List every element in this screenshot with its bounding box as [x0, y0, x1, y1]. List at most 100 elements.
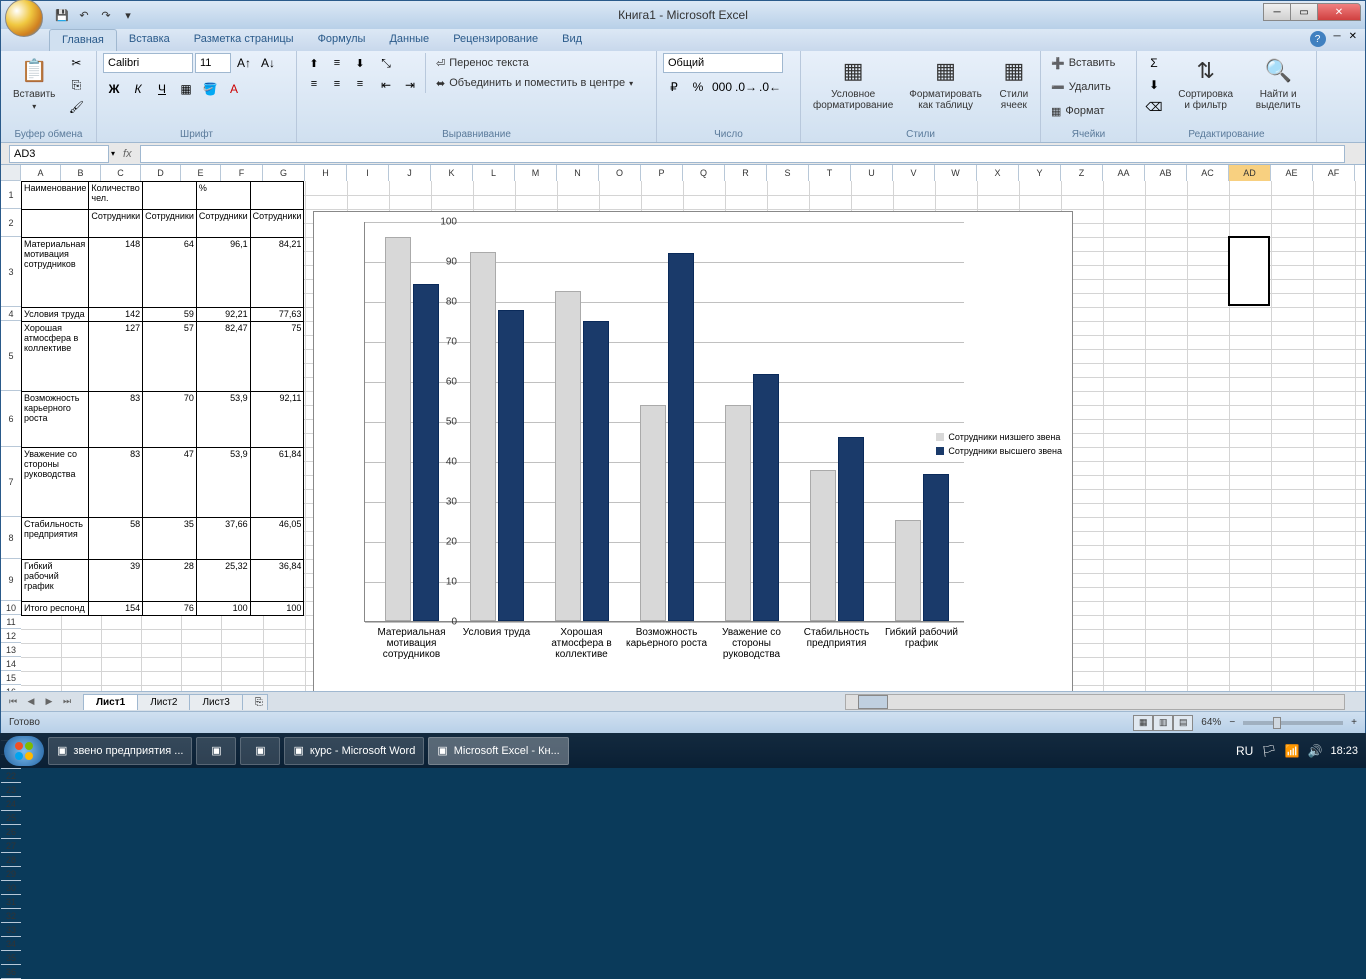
column-header[interactable]: K: [431, 165, 473, 181]
column-header[interactable]: C: [101, 165, 141, 181]
column-header[interactable]: AE: [1271, 165, 1313, 181]
conditional-formatting-button[interactable]: ▦ Условное форматирование: [807, 53, 899, 113]
zoom-out-icon[interactable]: −: [1229, 717, 1235, 728]
row-header[interactable]: 35: [1, 951, 21, 965]
italic-button[interactable]: К: [127, 79, 149, 99]
tray-clock[interactable]: 18:23: [1330, 745, 1358, 757]
table-cell[interactable]: 57: [143, 322, 197, 392]
tab-nav-next-icon[interactable]: ▶: [41, 695, 57, 709]
table-cell[interactable]: 82,47: [196, 322, 250, 392]
row-header[interactable]: 8: [1, 517, 21, 559]
table-cell[interactable]: 148: [89, 238, 143, 308]
table-cell[interactable]: 53,9: [196, 448, 250, 518]
column-header[interactable]: R: [725, 165, 767, 181]
table-cell[interactable]: 83: [89, 448, 143, 518]
column-header[interactable]: F: [221, 165, 263, 181]
ribbon-tab[interactable]: Вид: [550, 29, 594, 51]
column-header[interactable]: AA: [1103, 165, 1145, 181]
paste-button[interactable]: 📋 Вставить ▾: [7, 53, 61, 113]
zoom-slider[interactable]: [1243, 721, 1343, 725]
row-header[interactable]: 13: [1, 643, 21, 657]
table-cell[interactable]: 58: [89, 518, 143, 560]
font-name-select[interactable]: [103, 53, 193, 73]
zoom-level[interactable]: 64%: [1201, 717, 1221, 728]
table-cell[interactable]: 127: [89, 322, 143, 392]
sheet-tab[interactable]: Лист3: [189, 694, 242, 710]
row-header[interactable]: 29: [1, 867, 21, 881]
align-right-icon[interactable]: ≡: [349, 74, 371, 94]
column-header[interactable]: E: [181, 165, 221, 181]
ribbon-tab[interactable]: Вставка: [117, 29, 182, 51]
tab-nav-first-icon[interactable]: ⏮: [5, 695, 21, 709]
row-header[interactable]: 12: [1, 629, 21, 643]
align-bottom-icon[interactable]: ⬇: [349, 53, 371, 73]
decrease-indent-icon[interactable]: ⇤: [375, 75, 397, 95]
row-header[interactable]: 3: [1, 237, 21, 307]
table-header-cell[interactable]: Сотрудники: [143, 210, 197, 238]
grow-font-icon[interactable]: A↑: [233, 53, 255, 73]
currency-icon[interactable]: ₽: [663, 77, 685, 97]
horizontal-scrollbar[interactable]: [845, 694, 1345, 710]
column-header[interactable]: X: [977, 165, 1019, 181]
insert-cells-button[interactable]: ➕Вставить: [1047, 53, 1119, 73]
table-cell[interactable]: 39: [89, 560, 143, 602]
office-button[interactable]: [5, 0, 43, 37]
column-header[interactable]: Z: [1061, 165, 1103, 181]
table-cell[interactable]: 92,11: [250, 392, 304, 448]
fill-color-icon[interactable]: 🪣: [199, 79, 221, 99]
page-layout-view-icon[interactable]: ▥: [1153, 715, 1173, 731]
row-header[interactable]: 2: [1, 209, 21, 237]
column-header[interactable]: M: [515, 165, 557, 181]
table-cell[interactable]: 77,63: [250, 308, 304, 322]
taskbar-item[interactable]: ▣курс - Microsoft Word: [284, 737, 424, 765]
table-cell[interactable]: 84,21: [250, 238, 304, 308]
table-header-cell[interactable]: Сотрудники: [250, 210, 304, 238]
table-cell[interactable]: 61,84: [250, 448, 304, 518]
column-header[interactable]: Y: [1019, 165, 1061, 181]
align-center-icon[interactable]: ≡: [326, 74, 348, 94]
table-cell[interactable]: Условия труда: [22, 308, 89, 322]
ribbon-tab[interactable]: Разметка страницы: [182, 29, 306, 51]
align-top-icon[interactable]: ⬆: [303, 53, 325, 73]
tab-nav-prev-icon[interactable]: ◀: [23, 695, 39, 709]
number-format-select[interactable]: [663, 53, 783, 73]
column-header[interactable]: D: [141, 165, 181, 181]
decrease-decimal-icon[interactable]: .0←: [759, 77, 781, 97]
undo-icon[interactable]: ↶: [75, 6, 93, 24]
row-header[interactable]: 25: [1, 811, 21, 825]
table-cell[interactable]: Материальная мотивация сотрудников: [22, 238, 89, 308]
table-cell[interactable]: Хорошая атмосфера в коллективе: [22, 322, 89, 392]
orientation-icon[interactable]: ⤡: [375, 53, 397, 73]
table-cell[interactable]: 36,84: [250, 560, 304, 602]
row-header[interactable]: 36: [1, 965, 21, 979]
column-header[interactable]: O: [599, 165, 641, 181]
table-cell[interactable]: Итого респонд: [22, 602, 89, 616]
font-color-icon[interactable]: A: [223, 79, 245, 99]
row-header[interactable]: 7: [1, 447, 21, 517]
table-cell[interactable]: 100: [250, 602, 304, 616]
increase-decimal-icon[interactable]: .0→: [735, 77, 757, 97]
taskbar-item[interactable]: ▣: [240, 737, 280, 765]
percent-icon[interactable]: %: [687, 77, 709, 97]
row-header[interactable]: 6: [1, 391, 21, 447]
format-cells-button[interactable]: ▦Формат: [1047, 101, 1108, 121]
table-header-cell[interactable]: Количество чел.: [89, 182, 143, 210]
help-icon[interactable]: ?: [1310, 31, 1326, 47]
redo-icon[interactable]: ↷: [97, 6, 115, 24]
table-cell[interactable]: 37,66: [196, 518, 250, 560]
start-button[interactable]: [4, 736, 44, 766]
taskbar-item[interactable]: ▣Microsoft Excel - Кн...: [428, 737, 568, 765]
format-painter-icon[interactable]: 🖌: [65, 97, 87, 117]
format-as-table-button[interactable]: ▦ Форматировать как таблицу: [903, 53, 988, 113]
minimize-button[interactable]: ─: [1263, 3, 1291, 21]
row-header[interactable]: 24: [1, 797, 21, 811]
select-all-corner[interactable]: [1, 165, 21, 181]
row-header[interactable]: 27: [1, 839, 21, 853]
table-cell[interactable]: 154: [89, 602, 143, 616]
row-header[interactable]: 34: [1, 937, 21, 951]
table-cell[interactable]: Возможность карьерного роста: [22, 392, 89, 448]
qat-dropdown-icon[interactable]: ▾: [119, 6, 137, 24]
find-select-button[interactable]: 🔍 Найти и выделить: [1246, 53, 1310, 113]
row-header[interactable]: 10: [1, 601, 21, 615]
table-cell[interactable]: 76: [143, 602, 197, 616]
